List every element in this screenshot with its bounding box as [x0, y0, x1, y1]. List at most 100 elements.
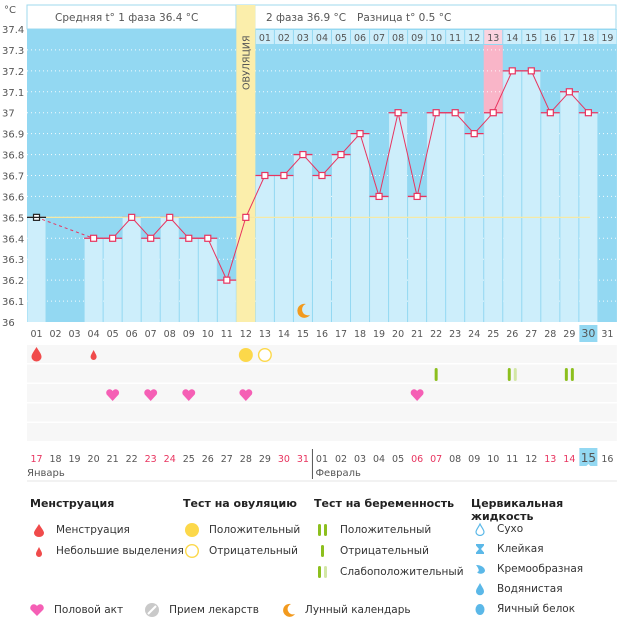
- legend-label: Кремообразная: [497, 563, 584, 575]
- cycle-day-label: 27: [525, 329, 537, 340]
- phase2-day-cell: [312, 30, 331, 44]
- temperature-bar: [84, 238, 103, 322]
- y-tick-label: 36: [2, 318, 15, 329]
- heart-icon: [106, 389, 120, 401]
- temperature-line-segment: [207, 238, 228, 281]
- temperature-line-segment: [492, 70, 513, 113]
- calendar-date-label: 05: [392, 454, 404, 465]
- phase2-day-cell: [351, 30, 370, 44]
- temperature-line-segment: [36, 216, 94, 239]
- temperature-bar: [103, 238, 122, 322]
- temperature-line-segment: [245, 175, 266, 218]
- cycle-day-label: 16: [316, 329, 328, 340]
- small-blood-drop-icon: [90, 350, 97, 360]
- phase2-day-label: 09: [411, 33, 423, 44]
- y-tick-label: 36.1: [2, 297, 24, 308]
- legend-pregnancy-test: Тест на беременность Положительный Отриц…: [314, 497, 464, 582]
- cycle-day-label: 10: [202, 329, 214, 340]
- temperature-bar: [331, 154, 351, 322]
- temperature-line-segment: [359, 133, 380, 197]
- temperature-bar: [370, 196, 389, 322]
- legend-label: Половой акт: [54, 603, 124, 616]
- calendar-date-label: 27: [221, 454, 233, 465]
- legend-item: Отрицательный: [314, 540, 464, 561]
- temperature-point: [565, 88, 573, 96]
- cycle-day-label: 20: [392, 329, 404, 340]
- calendar-date-label: 09: [468, 454, 480, 465]
- marker-row: [27, 403, 617, 422]
- phase2-day-cell: [446, 30, 465, 44]
- legend-label: Яичный белок: [497, 603, 576, 615]
- today-highlight: [579, 325, 598, 342]
- temperature-bar: [141, 238, 160, 322]
- legend-label: Лунный календарь: [304, 603, 411, 616]
- temperature-bar: [179, 238, 198, 322]
- cycle-day-label: 06: [126, 329, 138, 340]
- legend-label: Слабоположительный: [340, 565, 464, 578]
- legend-item: Половой акт: [28, 599, 123, 620]
- marker-row: [27, 423, 617, 441]
- calendar-date-label: 14: [563, 454, 575, 465]
- y-tick-label: 37.1: [2, 88, 24, 99]
- calendar-date-label: 19: [69, 454, 81, 465]
- temperature-bar: [465, 133, 484, 322]
- temperature-bar: [522, 70, 541, 322]
- cycle-day-label: 24: [468, 329, 480, 340]
- temperature-bar: [160, 217, 179, 322]
- heart-icon: [410, 389, 424, 401]
- cycle-day-label: 11: [221, 329, 233, 340]
- legend-item: Яичный белок: [471, 599, 626, 619]
- blood-drop-icon: [30, 523, 48, 537]
- temperature-point: [470, 130, 478, 138]
- calendar-date-label: 25: [183, 454, 195, 465]
- temperature-bar: [351, 133, 370, 322]
- watery-drop-icon: [471, 582, 489, 596]
- legend-label: Отрицательный: [209, 544, 298, 557]
- temperature-point: [242, 213, 250, 221]
- temperature-point: [584, 109, 592, 117]
- marker-row: [27, 384, 617, 402]
- cycle-day-label: 30: [581, 327, 595, 340]
- phase2-day-cell: [598, 30, 617, 44]
- legend-title: Цервикальная жидкость: [471, 497, 564, 523]
- phase2-day-label: 18: [582, 33, 594, 44]
- faint-double-stripe-icon: [314, 565, 332, 579]
- temperature-point: [356, 130, 364, 138]
- blood-drop-icon: [31, 347, 42, 362]
- legend-item: Лунный календарь: [279, 599, 411, 620]
- temperature-point: [299, 150, 307, 159]
- marker-row: [27, 345, 617, 363]
- cycle-day-label: 12: [240, 329, 252, 340]
- cycle-day-label: 31: [601, 329, 613, 340]
- legend-label: Прием лекарств: [169, 603, 259, 616]
- cycle-day-label: 04: [88, 329, 100, 340]
- y-tick-label: 36.6: [2, 192, 24, 203]
- temperature-bar: [27, 217, 46, 322]
- calendar-date-label: 18: [49, 454, 61, 465]
- phase2-day-label: 12: [468, 33, 480, 44]
- phase2-day-label: 11: [449, 33, 461, 44]
- y-tick-label: 37.4: [2, 25, 24, 36]
- legend-title: Тест на овуляцию: [183, 497, 297, 510]
- phase2-header-box: [254, 4, 617, 30]
- legend-title: Тест на беременность: [314, 497, 455, 510]
- temperature-point: [109, 234, 117, 242]
- single-stripe-icon: [314, 544, 332, 558]
- legend-other: Половой акт Прием лекарств Лунный календ…: [28, 599, 431, 620]
- cycle-day-label: 07: [145, 329, 157, 340]
- calendar-date-label: 12: [525, 454, 537, 465]
- filled-circle-icon: [183, 522, 201, 537]
- phase2-day-cell: [560, 30, 579, 44]
- legend-item: Менструация: [30, 519, 184, 540]
- temperature-point: [451, 109, 459, 117]
- cycle-day-label: 08: [164, 329, 176, 340]
- calendar-date-label: 23: [145, 454, 157, 465]
- legend-item: Прием лекарств: [143, 599, 259, 620]
- y-tick-label: 36.5: [2, 213, 24, 224]
- pregnancy-test-positive-icon: [570, 368, 574, 381]
- phase2-day-cell: [484, 30, 503, 44]
- phase2-day-cell: [465, 30, 484, 44]
- calendar-date-label: 24: [164, 454, 176, 465]
- phase2-day-label: 17: [563, 33, 575, 44]
- calendar-date-label: 17: [30, 454, 42, 465]
